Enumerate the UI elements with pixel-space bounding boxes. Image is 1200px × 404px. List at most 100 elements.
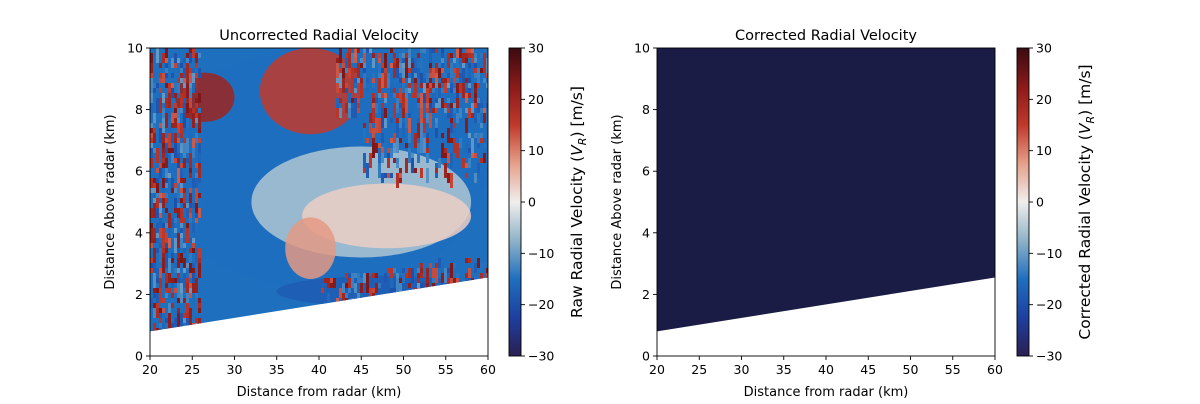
noise-gate (426, 88, 429, 103)
noise-gate (336, 108, 339, 118)
noise-gate (477, 283, 480, 298)
noise-gate (471, 63, 474, 73)
noise-gate (177, 273, 180, 278)
noise-gate (417, 308, 420, 323)
noise-gate (450, 108, 453, 123)
noise-gate (345, 58, 348, 68)
noise-gate (426, 83, 429, 88)
noise-gate (180, 253, 183, 263)
noise-gate (165, 178, 168, 183)
noise-gate (423, 283, 426, 293)
noise-gate (333, 308, 336, 323)
noise-gate (423, 93, 426, 103)
noise-gate (162, 118, 165, 133)
noise-gate (186, 58, 189, 63)
noise-gate (189, 193, 192, 203)
noise-gate (447, 348, 450, 363)
noise-gate (420, 93, 423, 108)
noise-gate (384, 333, 387, 343)
noise-gate (174, 288, 177, 293)
noise-gate (465, 108, 468, 113)
noise-gate (432, 278, 435, 283)
noise-gate (456, 348, 459, 358)
noise-gate (360, 333, 363, 348)
noise-gate (354, 88, 357, 93)
colorbar-label-part1: Raw Radial Velocity ( (568, 156, 586, 318)
noise-gate (153, 238, 156, 243)
noise-gate (357, 338, 360, 348)
noise-gate (351, 108, 354, 118)
noise-gate (174, 188, 177, 193)
noise-gate (450, 63, 453, 78)
noise-gate (174, 198, 177, 213)
noise-gate (435, 313, 438, 328)
noise-gate (393, 158, 396, 163)
noise-gate (444, 298, 447, 303)
noise-gate (423, 48, 426, 53)
noise-gate (189, 253, 192, 263)
noise-gate (165, 148, 168, 153)
noise-gate (429, 113, 432, 128)
noise-gate (159, 323, 162, 332)
noise-gate (357, 63, 360, 68)
noise-gate (438, 88, 441, 103)
x-tick-label: 35 (776, 362, 792, 377)
noise-gate (321, 308, 324, 323)
noise-gate (327, 328, 330, 332)
noise-gate (462, 303, 465, 308)
noise-gate (441, 318, 444, 328)
noise-gate (195, 278, 198, 293)
noise-gate (384, 303, 387, 318)
noise-gate (486, 58, 488, 73)
noise-gate (183, 328, 186, 332)
noise-gate (465, 293, 468, 303)
noise-gate (183, 343, 186, 353)
noise-gate (450, 318, 453, 328)
x-tick-label: 20 (649, 362, 665, 377)
noise-gate (429, 263, 432, 268)
noise-gate (372, 298, 375, 313)
noise-gate (153, 88, 156, 93)
velocity-region (302, 183, 472, 249)
noise-gate (447, 128, 450, 143)
noise-gate (177, 348, 180, 358)
noise-gate (459, 138, 462, 148)
noise-gate (459, 58, 462, 63)
noise-gate (366, 273, 369, 288)
noise-gate (171, 288, 174, 293)
noise-gate (465, 78, 468, 83)
noise-gate (486, 313, 488, 323)
noise-gate (159, 63, 162, 68)
noise-gate (459, 108, 462, 118)
noise-gate (411, 333, 414, 338)
noise-gate (486, 163, 488, 168)
noise-gate (441, 68, 444, 73)
y-tick-label: 2 (642, 287, 650, 302)
noise-gate (168, 313, 171, 323)
noise-gate (381, 103, 384, 108)
noise-gate (186, 303, 189, 318)
noise-gate (180, 348, 183, 358)
y-tick-label: 6 (135, 164, 143, 179)
noise-gate (477, 143, 480, 148)
noise-gate (195, 218, 198, 223)
noise-gate (339, 288, 342, 298)
noise-gate (348, 93, 351, 108)
noise-gate (483, 108, 486, 113)
noise-gate (366, 288, 369, 293)
noise-gate (177, 68, 180, 73)
noise-gate (321, 293, 324, 298)
colorbar-tick-label: 10 (1036, 143, 1052, 158)
noise-gate (450, 303, 453, 308)
noise-gate (393, 348, 396, 358)
noise-gate (471, 113, 474, 118)
noise-gate (198, 338, 201, 353)
noise-gate (327, 348, 330, 363)
noise-gate (186, 328, 189, 332)
noise-gate (360, 338, 363, 353)
noise-gate (453, 138, 456, 153)
noise-gate (186, 138, 189, 153)
noise-gate (186, 283, 189, 293)
noise-gate (180, 173, 183, 178)
noise-gate (177, 343, 180, 353)
